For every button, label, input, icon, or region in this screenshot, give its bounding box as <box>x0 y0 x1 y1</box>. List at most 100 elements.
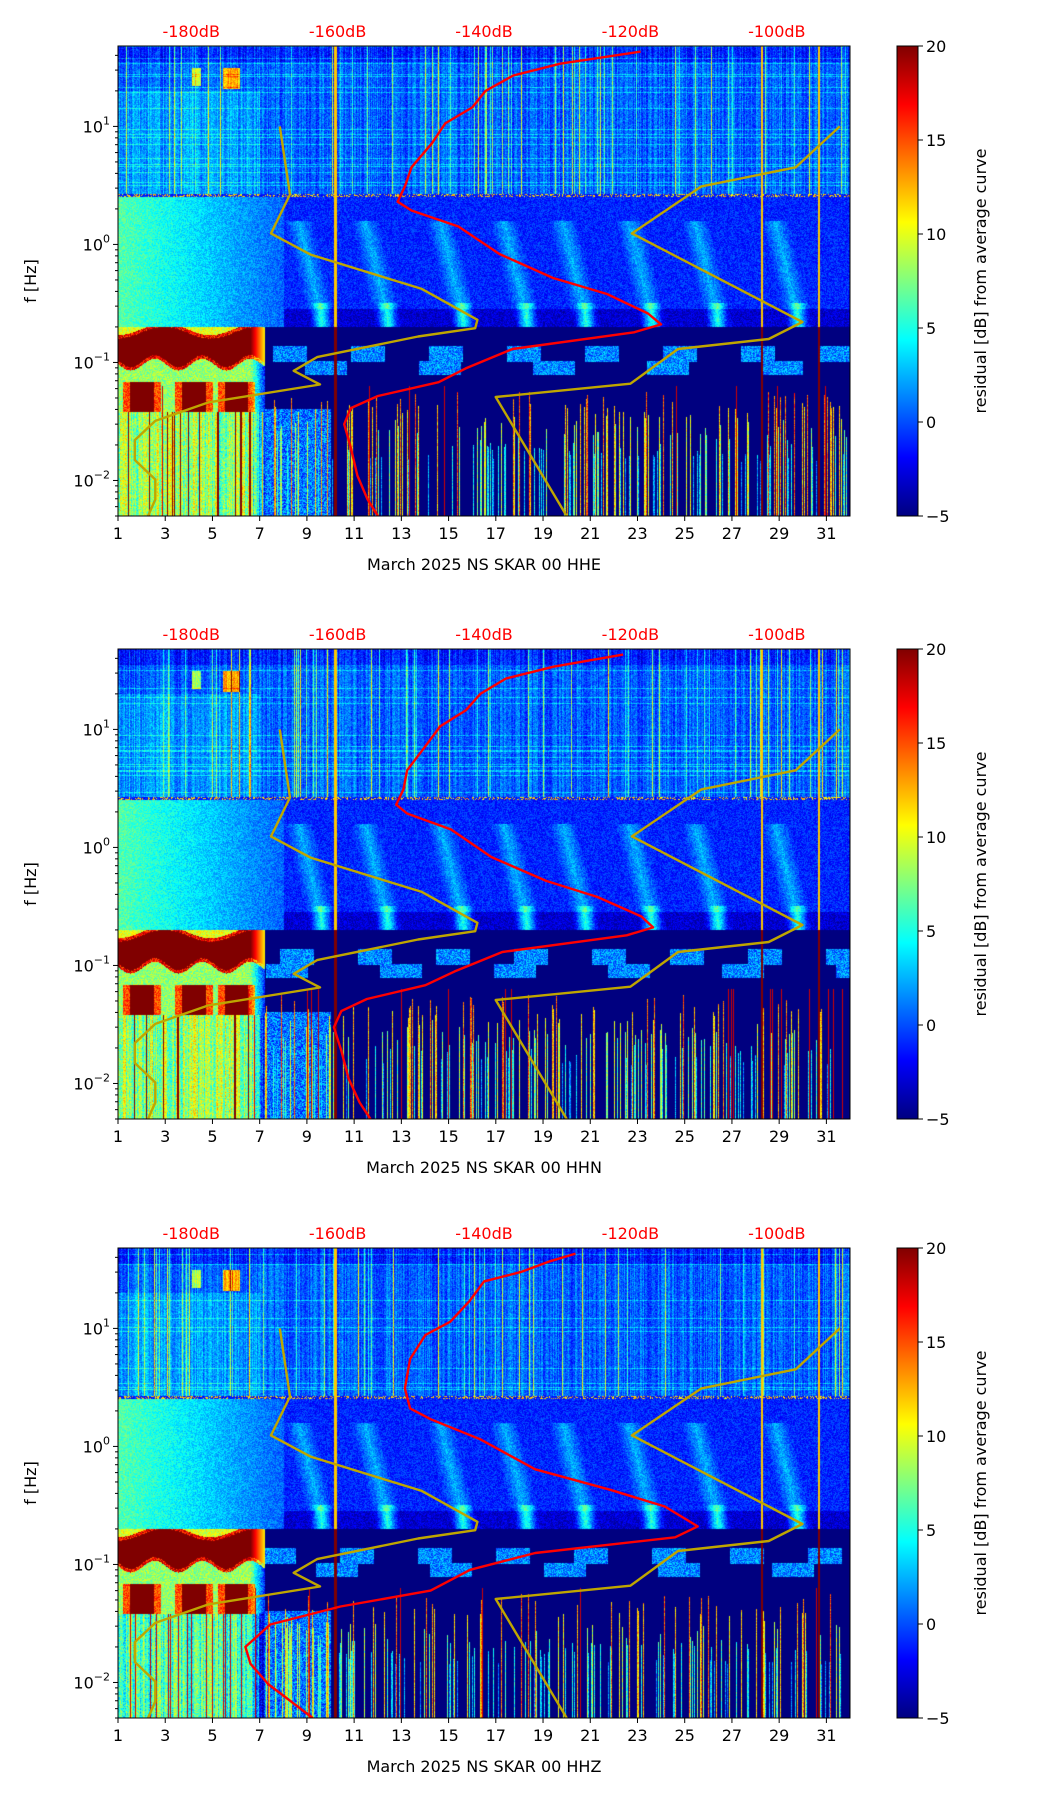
top-db-tick-label: -180dB <box>162 1224 219 1243</box>
top-db-tick-label: -160dB <box>309 1224 366 1243</box>
y-axis-label: f [Hz] <box>21 1461 40 1505</box>
x-tick-label: 27 <box>722 1726 742 1745</box>
y-tick-label: 10−1 <box>73 350 110 372</box>
x-axis-label: March 2025 NS SKAR 00 HHE <box>367 555 601 574</box>
colorbar-label: residual [dB] from average curve <box>971 149 990 414</box>
spectrogram-heatmap <box>118 1248 850 1718</box>
colorbar-tick-label: −5 <box>926 507 950 526</box>
x-tick-label: 11 <box>344 1127 364 1146</box>
spectrogram-panel-hhn: 1 3 5 7 9 11 13 15 17 19 21 23 25 27 29 31 March 2025 NS… <box>0 603 1052 1206</box>
y-tick-label: 100 <box>83 232 110 254</box>
x-tick-label: 19 <box>533 524 553 543</box>
x-tick-label: 15 <box>438 1726 458 1745</box>
x-tick-label: 21 <box>580 524 600 543</box>
spectrogram-heatmap <box>118 46 850 516</box>
x-tick-label: 31 <box>816 1127 836 1146</box>
top-db-tick-label: -120dB <box>602 22 659 41</box>
colorbar <box>896 1247 919 1719</box>
x-tick-label: 29 <box>769 1127 789 1146</box>
top-db-tick-label: -160dB <box>309 22 366 41</box>
y-axis-label: f [Hz] <box>21 862 40 906</box>
x-tick-label: 21 <box>580 1127 600 1146</box>
colorbar-tick-label: 5 <box>926 1521 936 1540</box>
x-tick-label: 23 <box>627 1726 647 1745</box>
colorbar <box>896 648 919 1120</box>
x-tick-label: 21 <box>580 1726 600 1745</box>
x-tick-label: 13 <box>391 1127 411 1146</box>
x-tick-label: 15 <box>438 524 458 543</box>
colorbar-tick-label: 10 <box>926 225 946 244</box>
x-tick-label: 5 <box>207 1726 217 1745</box>
x-tick-label: 3 <box>160 1127 170 1146</box>
x-tick-label: 1 <box>113 524 123 543</box>
x-tick-label: 19 <box>533 1726 553 1745</box>
x-tick-label: 19 <box>533 1127 553 1146</box>
y-tick-label: 10−2 <box>73 468 110 490</box>
x-tick-label: 25 <box>675 524 695 543</box>
colorbar-tick-label: 10 <box>926 1427 946 1446</box>
x-tick-label: 31 <box>816 524 836 543</box>
top-db-tick-label: -120dB <box>602 1224 659 1243</box>
nlnm-line <box>133 126 479 516</box>
x-tick-label: 9 <box>302 1726 312 1745</box>
colorbar-tick-label: 5 <box>926 319 936 338</box>
x-tick-label: 27 <box>722 1127 742 1146</box>
spectrogram-panel-hhe: 1 3 5 7 9 11 13 15 17 19 21 23 25 27 29 31 March 2025 NS… <box>0 0 1052 603</box>
x-tick-label: 7 <box>255 524 265 543</box>
average-curve-line <box>343 50 663 516</box>
x-tick-label: 5 <box>207 1127 217 1146</box>
x-tick-label: 1 <box>113 1127 123 1146</box>
colorbar-tick-label: 0 <box>926 1615 936 1634</box>
plot-frame <box>117 648 851 1120</box>
colorbar-tick-label: 15 <box>926 734 946 753</box>
y-tick-label: 10−1 <box>73 1552 110 1574</box>
x-tick-label: 29 <box>769 524 789 543</box>
x-tick-label: 5 <box>207 524 217 543</box>
x-tick-label: 29 <box>769 1726 789 1745</box>
plot-frame <box>117 45 851 517</box>
colorbar-tick-label: −5 <box>926 1709 950 1728</box>
x-tick-label: 9 <box>302 1127 312 1146</box>
x-tick-label: 13 <box>391 1726 411 1745</box>
x-axis-label: March 2025 NS SKAR 00 HHZ <box>367 1757 602 1776</box>
nhnm-line <box>494 125 841 516</box>
colorbar-tick-label: 20 <box>926 37 946 56</box>
top-db-tick-label: -180dB <box>162 625 219 644</box>
x-tick-label: 11 <box>344 524 364 543</box>
x-tick-label: 11 <box>344 1726 364 1745</box>
colorbar-tick-label: 10 <box>926 828 946 847</box>
colorbar-tick-label: 0 <box>926 413 936 432</box>
colorbar-tick-label: 5 <box>926 922 936 941</box>
average-curve-line <box>244 1252 699 1718</box>
x-tick-label: 3 <box>160 524 170 543</box>
top-db-tick-label: -180dB <box>162 22 219 41</box>
nlnm-line <box>133 1328 479 1718</box>
colorbar-tick-label: 20 <box>926 640 946 659</box>
x-tick-label: 27 <box>722 524 742 543</box>
colorbar-label: residual [dB] from average curve <box>971 1351 990 1616</box>
y-tick-label: 10−2 <box>73 1071 110 1093</box>
top-db-tick-label: -140dB <box>455 625 512 644</box>
x-tick-label: 31 <box>816 1726 836 1745</box>
x-tick-label: 1 <box>113 1726 123 1745</box>
x-axis-label: March 2025 NS SKAR 00 HHN <box>366 1158 602 1177</box>
spectrogram-heatmap <box>118 649 850 1119</box>
top-db-tick-label: -140dB <box>455 1224 512 1243</box>
y-tick-label: 101 <box>83 1316 110 1338</box>
top-db-tick-label: -120dB <box>602 625 659 644</box>
colorbar-tick-label: 15 <box>926 1333 946 1352</box>
x-tick-label: 17 <box>486 1726 506 1745</box>
x-tick-label: 23 <box>627 1127 647 1146</box>
top-db-tick-label: -140dB <box>455 22 512 41</box>
colorbar-tick-label: −5 <box>926 1110 950 1129</box>
top-db-tick-label: -100dB <box>748 625 805 644</box>
colorbar-label: residual [dB] from average curve <box>971 752 990 1017</box>
x-tick-label: 17 <box>486 524 506 543</box>
y-tick-label: 100 <box>83 1434 110 1456</box>
nlnm-line <box>133 729 479 1119</box>
colorbar-tick-label: 0 <box>926 1016 936 1035</box>
average-curve-line <box>332 653 655 1119</box>
colorbar <box>896 45 919 517</box>
y-tick-label: 101 <box>83 114 110 136</box>
